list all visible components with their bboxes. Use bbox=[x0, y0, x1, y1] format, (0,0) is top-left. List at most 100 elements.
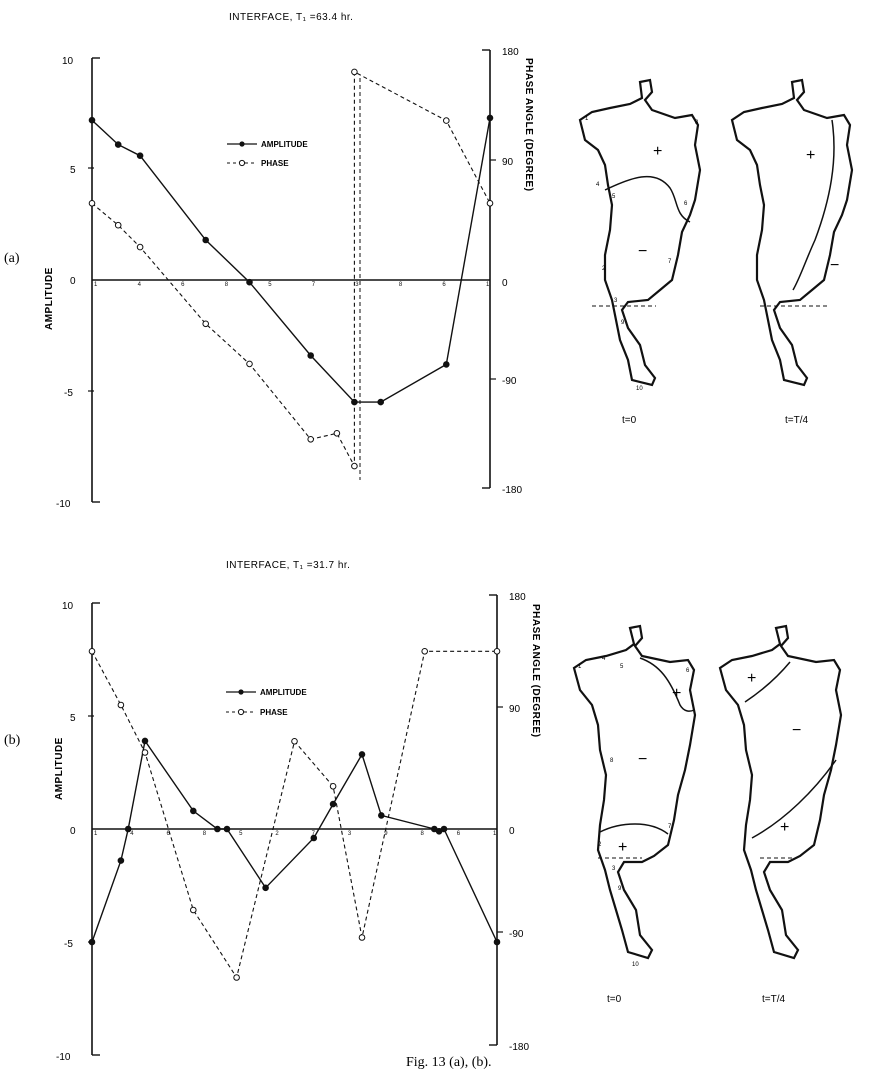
panel-a-phase-point-8 bbox=[351, 68, 358, 76]
panel-a-phase-point-7 bbox=[351, 462, 358, 470]
sign-minus: − bbox=[792, 722, 801, 739]
node-line bbox=[604, 175, 691, 223]
station-label: 1 bbox=[585, 116, 589, 122]
figure-caption: Fig. 13 (a), (b). bbox=[406, 1055, 492, 1070]
panel-b-amplitude-point-5 bbox=[214, 825, 221, 833]
node-line bbox=[792, 119, 835, 291]
panel-b-legend-amplitude: AMPLITUDE bbox=[260, 688, 307, 697]
panel-a-station-label-7: 8 bbox=[399, 282, 403, 288]
panel-a-legend-amplitude: AMPLITUDE bbox=[261, 140, 308, 149]
panel-b-ytick-left-10: 10 bbox=[62, 601, 74, 612]
panel-a-station-label-8: 6 bbox=[442, 282, 446, 288]
panel-b-amplitude-point-8 bbox=[310, 834, 318, 842]
panel-a-amplitude-point-4 bbox=[246, 278, 253, 286]
panel-b-phase-point-1 bbox=[117, 701, 125, 709]
panel-b-ytick-left-m5: -5 bbox=[64, 939, 73, 950]
sign-plus: + bbox=[618, 839, 627, 856]
panel-b-amplitude-point-6 bbox=[223, 825, 231, 833]
station-label: 6 bbox=[686, 668, 690, 674]
panel-a-ylabel-right: PHASE ANGLE (DEGREE) bbox=[523, 58, 534, 192]
panel-b: INTERFACE, T₁ =31.7 hr. (b) 10 5 0 -5 -1… bbox=[4, 560, 843, 1063]
panel-a-legend-phase-marker bbox=[238, 159, 246, 167]
panel-a-legend-amplitude-marker bbox=[239, 141, 245, 147]
panel-b-map-tquarter: + − + t=T/4 bbox=[718, 624, 843, 1005]
panel-a-ytick-left-5: 5 bbox=[70, 165, 76, 176]
panel-b-station-label-5: 2 bbox=[275, 831, 279, 837]
panel-b-phase-point-4 bbox=[233, 974, 240, 981]
panel-a-station-label-6: 3 bbox=[355, 282, 359, 288]
node-line bbox=[744, 661, 791, 703]
station-label: 7 bbox=[668, 824, 672, 830]
station-label: 10 bbox=[632, 962, 639, 968]
panel-b-amplitude-point-7 bbox=[262, 884, 269, 892]
station-label: 6 bbox=[684, 201, 688, 207]
panel-b-amplitude-point-15 bbox=[493, 938, 501, 946]
panel-a-station-label-1: 4 bbox=[138, 282, 142, 288]
panel-b-phase-point-3 bbox=[190, 906, 197, 914]
station-label: 4 bbox=[602, 656, 606, 662]
node-line bbox=[599, 823, 669, 835]
map-time-label: t=0 bbox=[622, 415, 637, 426]
panel-a-amplitude-point-5 bbox=[307, 352, 315, 359]
panel-a-map-tquarter: + − t=T/4 bbox=[730, 78, 854, 426]
panel-a-map-t0: + − 1 4 5 6 8 2 7 3 9 10 t=0 bbox=[578, 78, 702, 426]
panel-a-amplitude-point-9 bbox=[486, 114, 494, 122]
map-time-label: t=T/4 bbox=[785, 415, 809, 426]
panel-b-ytick-left-m10: -10 bbox=[56, 1052, 71, 1063]
panel-b-ytick-right-m180: -180 bbox=[509, 1042, 529, 1053]
panel-b-amplitude-point-0 bbox=[88, 938, 96, 946]
panel-b-ytick-left-5: 5 bbox=[70, 713, 76, 724]
panel-b-amplitude-point-1 bbox=[117, 857, 125, 864]
panel-a-ytick-left-0: 0 bbox=[70, 276, 76, 287]
panel-b-phase-point-9 bbox=[493, 648, 501, 655]
panel-b-station-label-11: 1 bbox=[493, 831, 497, 837]
panel-b-station-labels: 1 4 6 8 5 2 7 3 9 8 6 1 bbox=[94, 831, 497, 837]
panel-b-amplitude-point-9 bbox=[329, 800, 337, 808]
panel-b-amplitude-point-11 bbox=[378, 812, 385, 819]
panel-a-phase-point-5 bbox=[307, 436, 315, 443]
panel-a-ytick-right-m90: -90 bbox=[502, 376, 517, 387]
panel-a-plot bbox=[88, 68, 494, 470]
panel-a-amplitude-point-1 bbox=[114, 141, 122, 148]
station-label: 2 bbox=[598, 842, 602, 848]
panel-a-ylabel-left: AMPLITUDE bbox=[44, 267, 55, 330]
panel-b-phase-point-7 bbox=[358, 934, 366, 941]
panel-b-plot bbox=[88, 648, 501, 981]
lake-outline bbox=[572, 624, 697, 960]
panel-b-phase-point-5 bbox=[291, 738, 298, 745]
panel-b-station-label-0: 1 bbox=[94, 831, 98, 837]
panel-b-ylabel-right: PHASE ANGLE (DEGREE) bbox=[530, 604, 541, 738]
panel-a-station-label-9: 1 bbox=[486, 282, 490, 288]
panel-a-station-label-5: 7 bbox=[312, 282, 316, 288]
map-time-label: t=0 bbox=[607, 994, 622, 1005]
panel-b-phase-point-6 bbox=[329, 783, 337, 790]
station-label: 1 bbox=[578, 664, 582, 670]
panel-a-amplitude-line bbox=[91, 117, 491, 403]
panel-b-ytick-right-180: 180 bbox=[509, 592, 526, 603]
panel-a-station-label-0: 1 bbox=[94, 282, 98, 288]
panel-b-ytick-right-90: 90 bbox=[509, 704, 521, 715]
panel-b-station-label-9: 8 bbox=[421, 831, 425, 837]
panel-b-amplitude-point-2 bbox=[124, 825, 132, 833]
panel-a-phase-point-2 bbox=[136, 243, 144, 251]
node-line bbox=[751, 759, 837, 839]
panel-b-legend-amplitude-marker bbox=[238, 689, 244, 695]
lake-outline bbox=[730, 78, 854, 387]
panel-a-ytick-right-90: 90 bbox=[502, 157, 514, 168]
panel-a-station-label-4: 5 bbox=[268, 282, 272, 288]
node-line bbox=[639, 657, 695, 712]
station-label: 8 bbox=[695, 120, 699, 126]
panel-b-amplitude-point-14 bbox=[440, 825, 448, 833]
panel-b-phase-point-0 bbox=[88, 648, 96, 655]
panel-b-station-label-7: 3 bbox=[348, 831, 352, 837]
panel-b-station-label-3: 8 bbox=[203, 831, 207, 837]
panel-b-amplitude-point-4 bbox=[190, 807, 197, 815]
sign-plus: + bbox=[672, 685, 681, 702]
panel-b-station-label-2: 6 bbox=[167, 831, 171, 837]
panel-a-amplitude-point-2 bbox=[136, 152, 144, 159]
panel-b-ytick-right-0: 0 bbox=[509, 826, 515, 837]
panel-a-amplitude-point-8 bbox=[443, 361, 450, 368]
panel-a-station-label-2: 6 bbox=[181, 282, 185, 288]
station-label: 2 bbox=[602, 266, 606, 272]
panel-b-ytick-right-m90: -90 bbox=[509, 929, 524, 940]
